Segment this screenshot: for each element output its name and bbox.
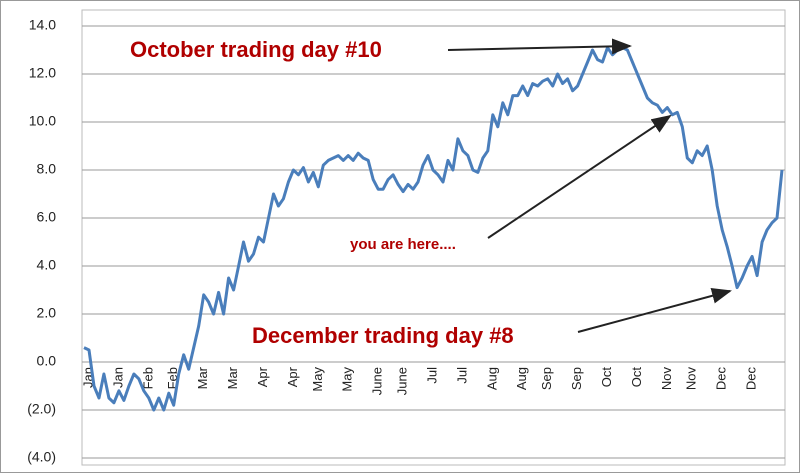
x-tick-label: Dec [714, 367, 729, 391]
y-tick-label: 6.0 [37, 209, 57, 225]
arrow [447, 38, 632, 55]
y-tick-label: 10.0 [29, 113, 56, 129]
x-tick-label: May [310, 367, 325, 392]
x-tick-label: Jul [454, 367, 469, 384]
x-tick-label: Apr [285, 366, 300, 387]
x-tick-label: Apr [255, 366, 270, 387]
plot-area [81, 9, 786, 466]
data-line [83, 46, 784, 412]
x-tick-label: Jul [424, 367, 439, 384]
x-tick-label: June [370, 367, 385, 395]
x-tick-label: Sep [569, 367, 584, 390]
x-tick-label: Dec [744, 367, 759, 391]
x-tick-label: Mar [225, 366, 240, 389]
x-tick-label: Feb [140, 367, 155, 389]
arrow [577, 287, 732, 333]
x-tick-label: Aug [484, 367, 499, 390]
x-tick-label: Nov [684, 367, 699, 391]
annotation: October trading day #10 [130, 37, 382, 62]
y-tick-label: 4.0 [37, 257, 57, 273]
annotation: December trading day #8 [252, 323, 514, 348]
x-tick-label: Aug [514, 367, 529, 390]
x-tick-label: Sep [539, 367, 554, 390]
x-tick-label: Jan [110, 367, 125, 388]
y-tick-label: (4.0) [27, 449, 56, 465]
x-tick-label: May [340, 367, 355, 392]
y-tick-label: 2.0 [37, 305, 57, 321]
x-tick-label: Mar [195, 366, 210, 389]
y-tick-label: 14.0 [29, 17, 56, 33]
y-tick-label: 12.0 [29, 65, 56, 81]
y-tick-label: (2.0) [27, 401, 56, 417]
x-tick-label: Oct [599, 367, 614, 388]
x-tick-label: June [395, 367, 410, 395]
y-tick-label: 8.0 [37, 161, 57, 177]
y-tick-label: 0.0 [37, 353, 57, 369]
x-tick-label: Oct [629, 367, 644, 388]
arrow [487, 114, 672, 239]
annotation: you are here.... [350, 236, 456, 253]
x-tick-label: Nov [659, 367, 674, 391]
